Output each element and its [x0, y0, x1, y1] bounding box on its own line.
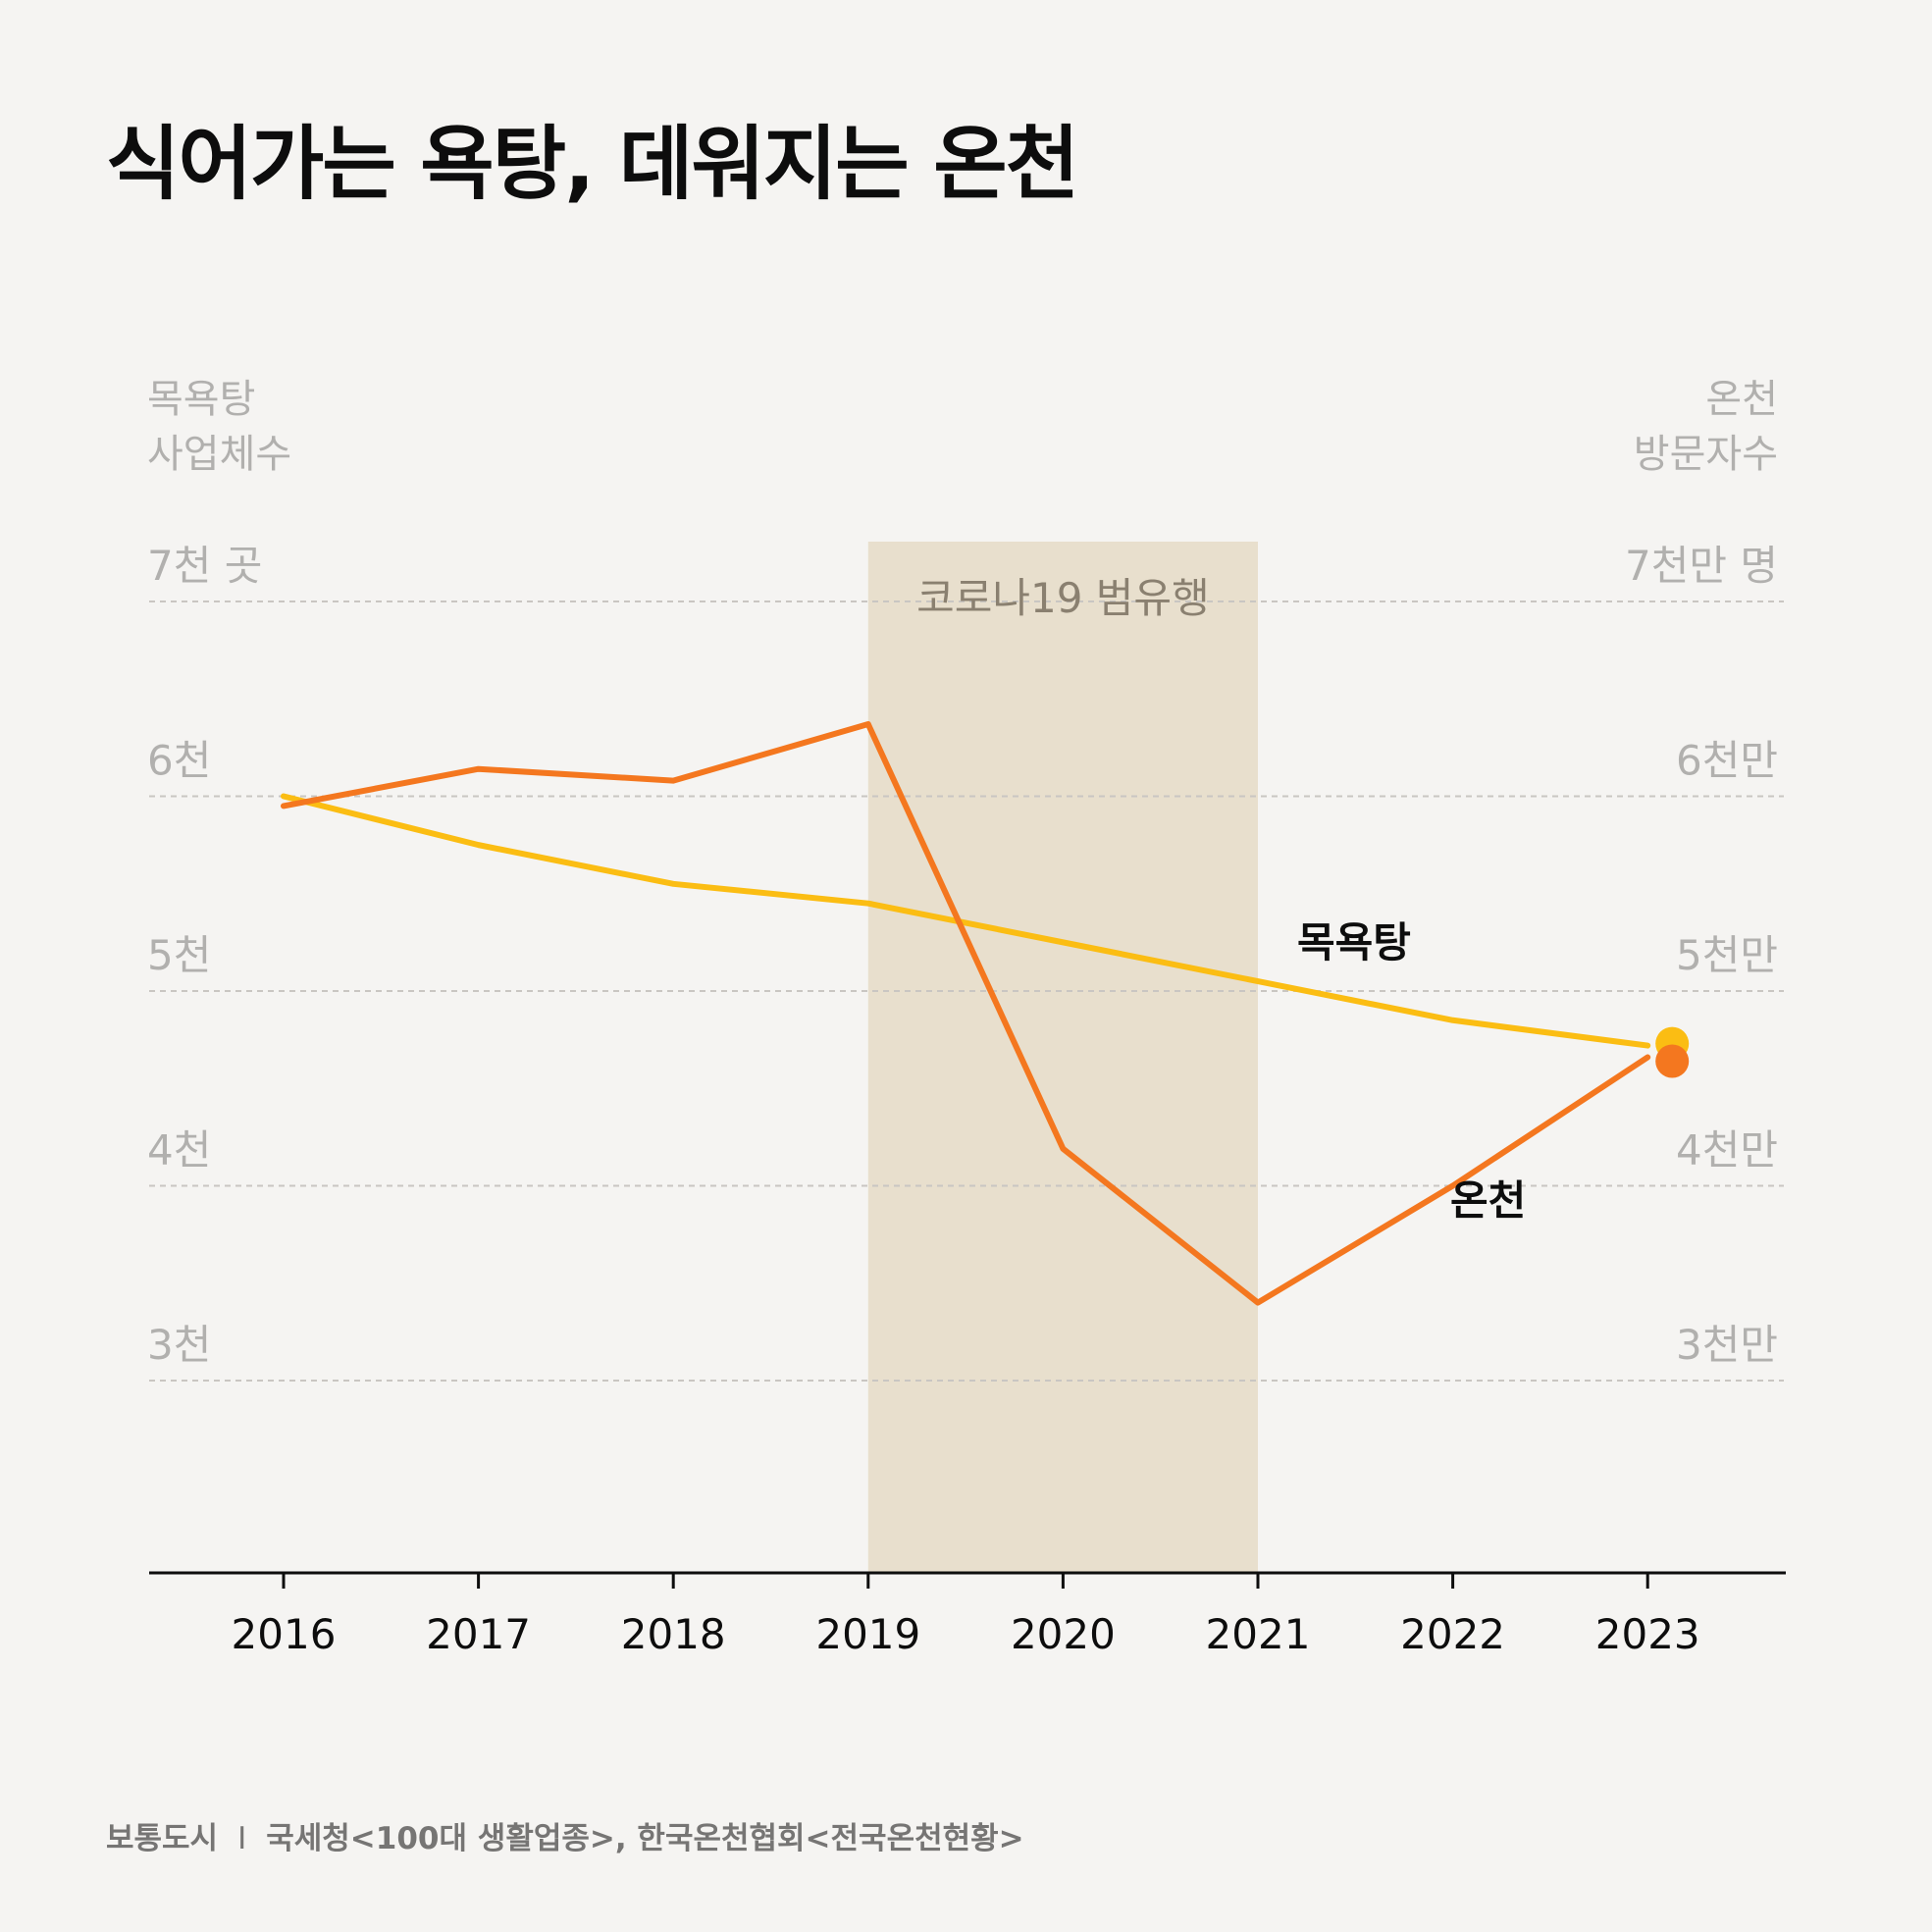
bathhouse-series-label: 목욕탕	[1297, 918, 1411, 966]
left-axis-title: 사업체수	[147, 432, 291, 477]
x-tick-label: 2017	[426, 1610, 531, 1658]
right-tick-label: 4천만	[1676, 1126, 1778, 1175]
x-tick-label: 2019	[815, 1610, 920, 1658]
x-tick-label: 2016	[232, 1610, 337, 1658]
bathhouse-line	[281, 793, 1651, 1049]
left-tick-label: 4천	[147, 1126, 211, 1175]
hotspring-series-label: 온천	[1450, 1176, 1526, 1225]
hotspring-line	[281, 721, 1651, 1306]
right-tick-label: 3천만	[1676, 1321, 1778, 1369]
source-footer: 보통도시 I 국세청<100대 생활업종>, 한국온천협회<전국온천현황>	[106, 1813, 1024, 1857]
x-tick-label: 2023	[1595, 1610, 1700, 1658]
source-citation: 국세청<100대 생활업종>, 한국온천협회<전국온천현황>	[266, 1821, 1024, 1856]
right-tick-label: 6천만	[1676, 737, 1778, 785]
left-axis-title: 목욕탕	[147, 377, 255, 422]
covid-region-label: 코로나19 범유행	[916, 574, 1210, 622]
left-tick-label: 3천	[147, 1321, 211, 1369]
chart-title: 식어가는 욕탕, 데워지는 온천	[106, 118, 1079, 211]
left-tick-label: 6천	[147, 737, 211, 785]
x-tick-label: 2018	[621, 1610, 726, 1658]
left-tick-label: 5천	[147, 931, 211, 979]
x-tick-label: 2020	[1011, 1610, 1116, 1658]
left-tick-label: 7천 곳	[147, 542, 262, 590]
x-tick-label: 2022	[1400, 1610, 1505, 1658]
source-separator: I	[237, 1821, 247, 1856]
right-axis-title: 방문자수	[1634, 432, 1778, 477]
right-tick-label: 7천만 명	[1625, 542, 1778, 590]
x-tick-label: 2021	[1206, 1610, 1311, 1658]
hotspring-end-marker	[1655, 1044, 1690, 1078]
right-tick-label: 5천만	[1676, 931, 1778, 979]
covid-shaded-region	[867, 542, 1258, 1573]
right-axis-title: 온천	[1705, 377, 1778, 422]
source-publisher: 보통도시	[106, 1821, 219, 1856]
